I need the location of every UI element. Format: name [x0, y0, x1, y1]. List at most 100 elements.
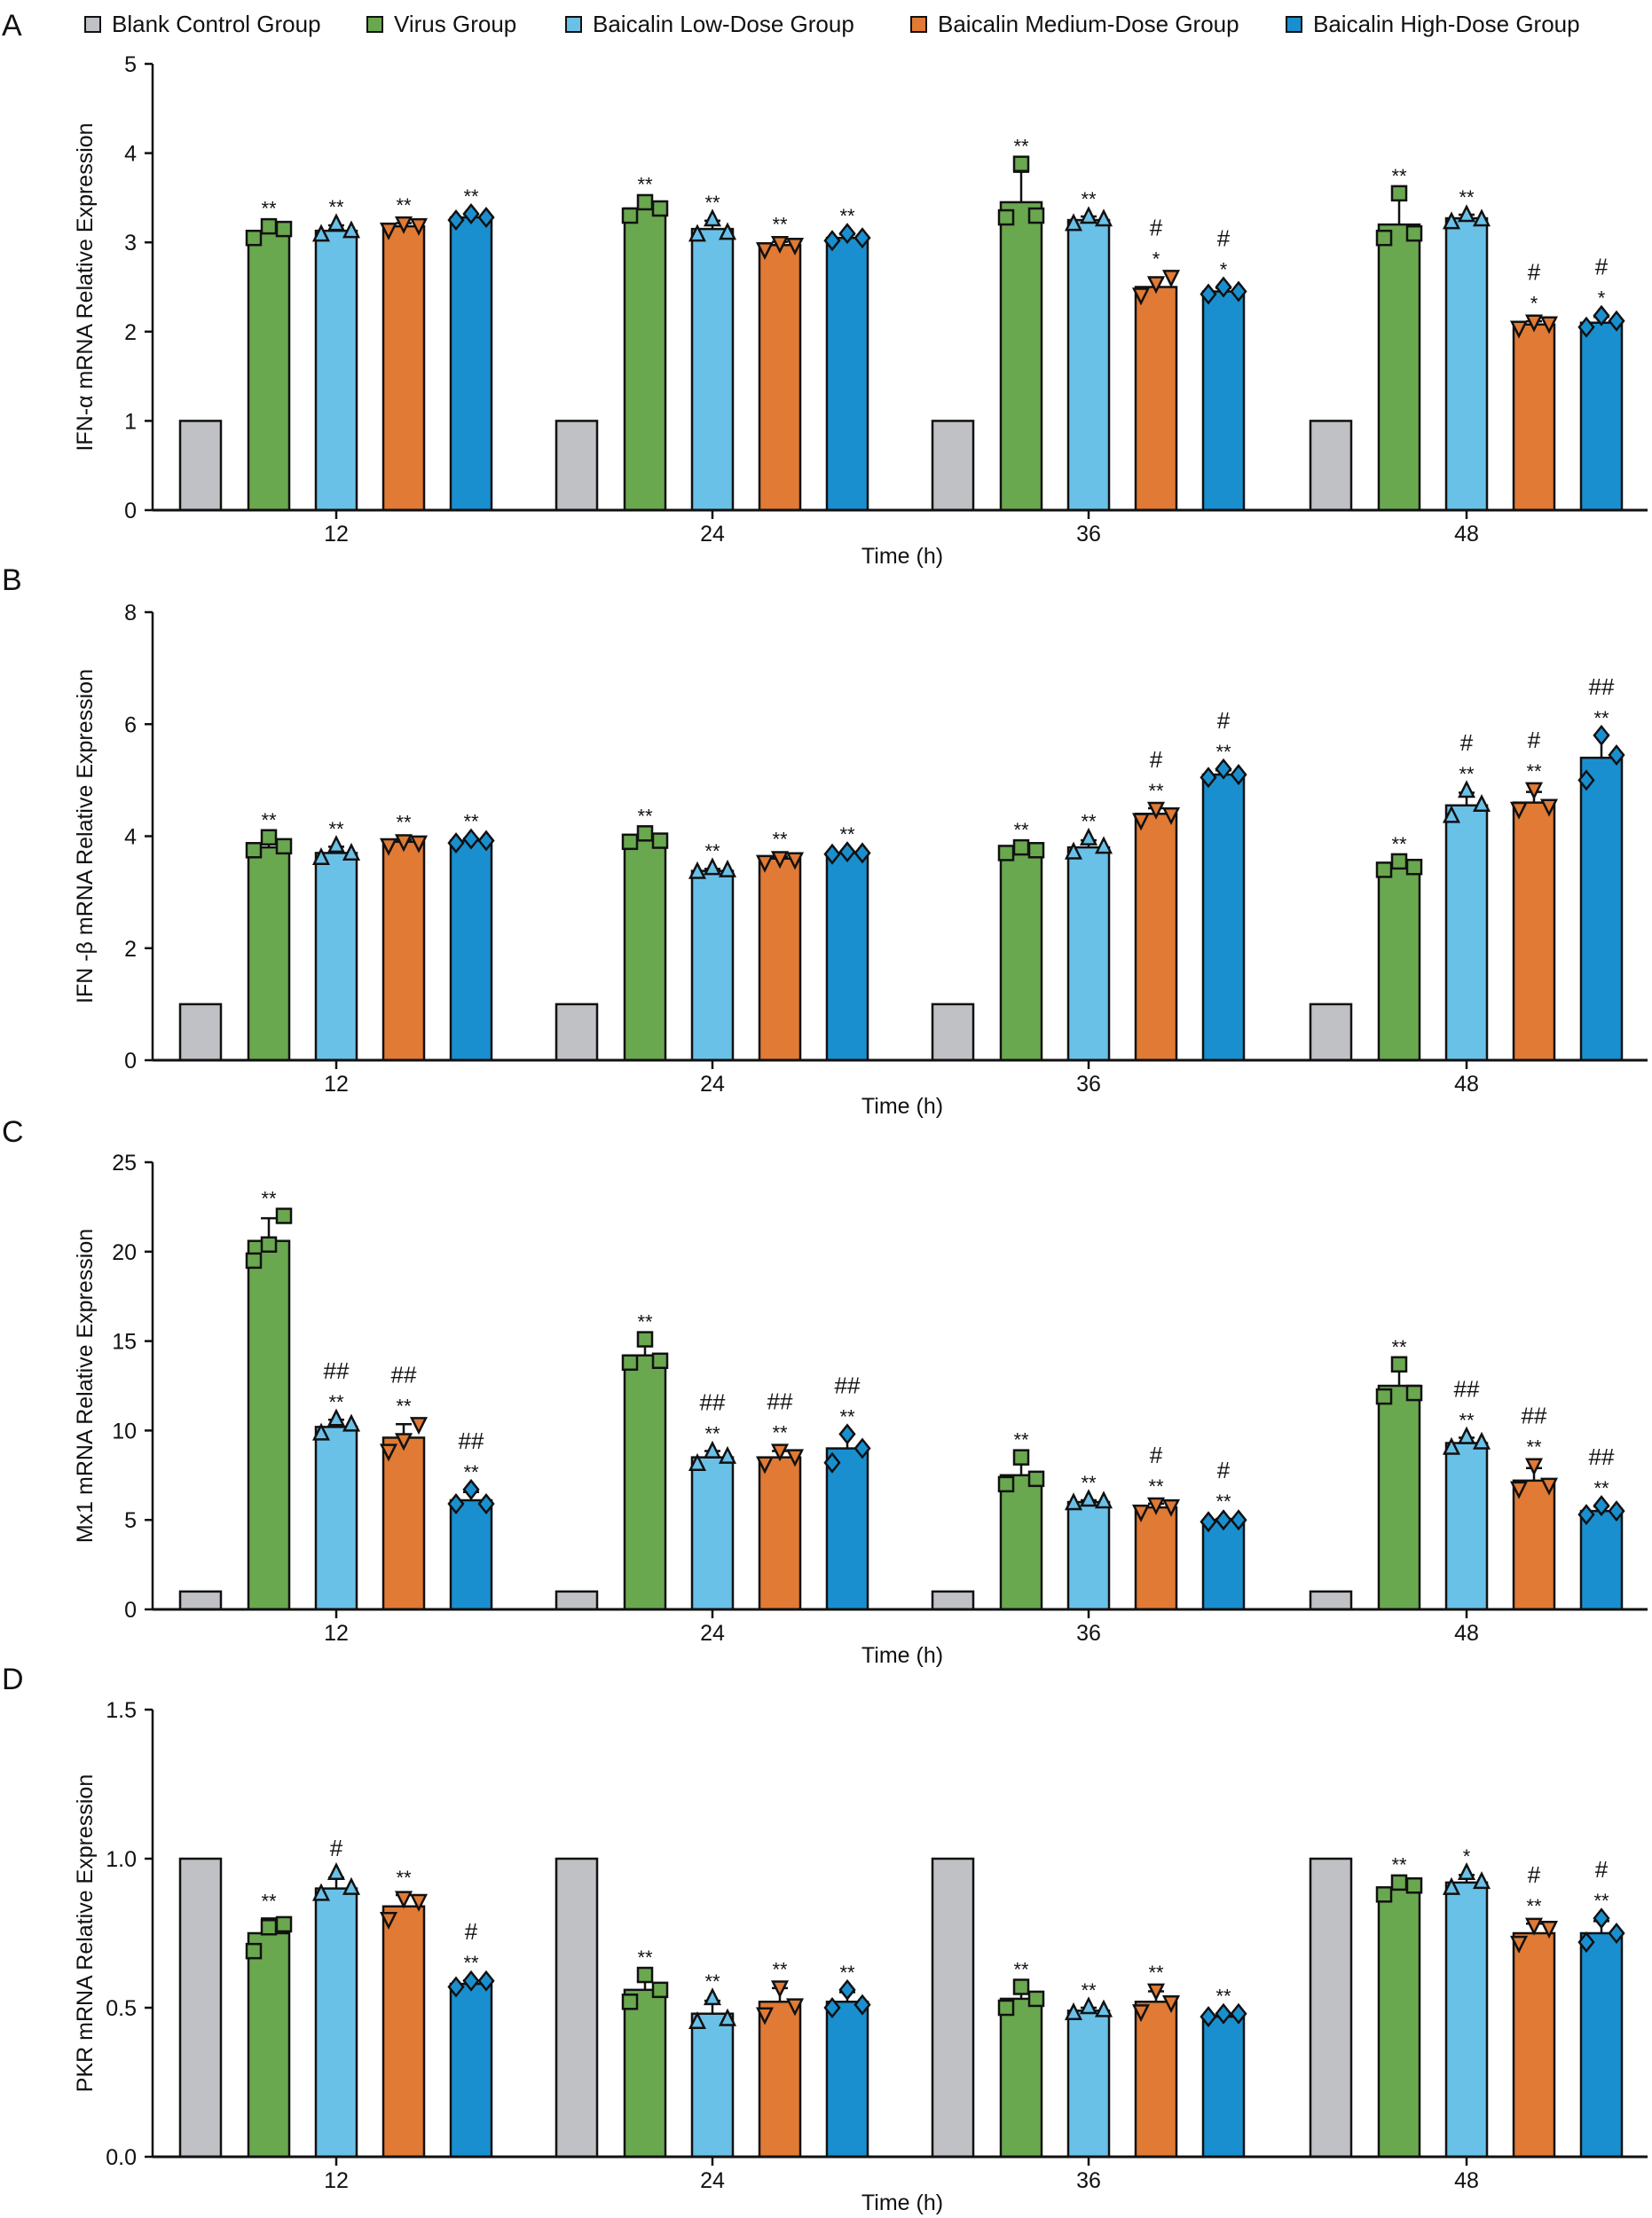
- bar-group-item: **: [621, 805, 669, 1062]
- bar: [931, 1590, 975, 1611]
- bar: [623, 838, 667, 1062]
- bar: [1066, 846, 1111, 1062]
- legend-swatch: [1286, 16, 1302, 33]
- bar-group-item: **: [1064, 1979, 1113, 2159]
- bar-group-item: [931, 420, 975, 512]
- bar: [999, 1997, 1043, 2159]
- data-point-square: [1027, 1990, 1045, 2008]
- bar-group-item: [178, 1590, 223, 1611]
- data-point-diamond: [1215, 2002, 1232, 2025]
- data-point-diamond: [1608, 1500, 1625, 1522]
- significance-hash: #: [1595, 254, 1609, 280]
- data-point-triangle-up: [1457, 1862, 1476, 1881]
- data-point-triangle-down: [1539, 316, 1559, 334]
- significance-hash: ##: [835, 1372, 861, 1398]
- significance-star: **: [396, 812, 412, 834]
- data-point-triangle-up: [703, 857, 722, 876]
- data-point-diamond: [854, 227, 871, 249]
- x-tick-label: 36: [1076, 522, 1101, 547]
- bar: [1201, 290, 1246, 512]
- significance-star: **: [1593, 1890, 1609, 1912]
- bar-group-item: [1309, 1857, 1353, 2159]
- bar: [1444, 216, 1489, 512]
- data-point-triangle-down: [379, 222, 398, 240]
- data-point-triangle-up: [342, 1876, 361, 1895]
- data-point-triangle-up: [342, 842, 361, 861]
- bar: [178, 420, 223, 512]
- data-point-square: [997, 845, 1015, 861]
- bar-group-item: **: [621, 173, 669, 512]
- bar-group-item: **: [688, 1970, 737, 2159]
- data-point-triangle-up: [703, 208, 722, 227]
- bar-group-item: *#: [1577, 254, 1625, 512]
- significance-star: **: [1459, 186, 1475, 208]
- bar-group-item: ** #: [1131, 1442, 1181, 1611]
- legend-item: Baicalin Medium-Dose Group: [910, 11, 1239, 37]
- bar: [1134, 2001, 1178, 2159]
- y-axis-label: IFN-α mRNA Relative Expression: [73, 122, 98, 451]
- bar-group-item: [178, 1003, 223, 1062]
- bar-group-item: **: [755, 1958, 805, 2159]
- significance-hash: #: [1217, 707, 1231, 734]
- data-point-triangle-up: [688, 861, 707, 879]
- data-point-triangle-up: [1472, 793, 1491, 813]
- data-point-triangle-down: [409, 1893, 429, 1912]
- bar-group-item: ** ##: [823, 1372, 871, 1611]
- data-point-triangle-down: [394, 216, 413, 234]
- data-point-triangle-up: [718, 222, 737, 240]
- bar: [1444, 804, 1489, 1062]
- significance-star: *: [1530, 293, 1538, 315]
- significance-star: **: [772, 1958, 788, 1980]
- bar-group-item: [178, 420, 223, 512]
- panel-C: C 0 5 10 15 20 25 Mx1 mRNA Relative Expression *…: [2, 1115, 1648, 1668]
- significance-star: **: [704, 840, 720, 862]
- significance-star: **: [1081, 811, 1097, 833]
- significance-star: **: [1526, 1436, 1542, 1459]
- data-point-triangle-up: [688, 224, 707, 242]
- y-tick-label: 20: [112, 1240, 137, 1265]
- bar-group-item: [931, 1590, 975, 1611]
- legend-item: Baicalin High-Dose Group: [1286, 11, 1580, 37]
- data-point-triangle-down: [1539, 798, 1559, 817]
- bar: [314, 852, 358, 1062]
- data-point-triangle-up: [1079, 1996, 1098, 2015]
- data-point-triangle-down: [1161, 1995, 1181, 2014]
- data-point-square: [636, 825, 654, 842]
- significance-hash: #: [330, 1835, 343, 1861]
- panel-letter: B: [2, 563, 22, 597]
- x-tick-label: 24: [700, 2168, 725, 2193]
- data-point-triangle-up: [311, 846, 331, 865]
- data-point-square: [260, 829, 278, 846]
- y-tick-label: 6: [124, 712, 137, 737]
- bar-group-item: ** ##: [311, 1357, 361, 1611]
- data-point-triangle-down: [1524, 314, 1544, 333]
- bar: [1579, 1931, 1624, 2159]
- data-point-triangle-up: [326, 1408, 346, 1427]
- data-point-triangle-up: [718, 2008, 737, 2026]
- y-axis-label: PKR mRNA Relative Expression: [73, 1774, 98, 2092]
- data-point-square: [621, 1354, 639, 1372]
- data-point-diamond: [823, 230, 841, 252]
- bar-group-item: **: [688, 840, 737, 1062]
- significance-star: **: [1391, 833, 1407, 855]
- bar: [1201, 2015, 1246, 2159]
- bar-group-item: **: [245, 1890, 293, 2159]
- data-point-triangle-up: [1472, 1431, 1491, 1450]
- data-point-square: [245, 842, 263, 859]
- data-point-triangle-down: [1161, 807, 1181, 826]
- panel-D: D 0.0 0.5 1.0 1.5 PKR mRNA Relative Expressio…: [2, 1663, 1648, 2215]
- y-tick-label: 5: [124, 52, 137, 77]
- significance-star: **: [261, 197, 277, 219]
- data-point-square: [260, 1919, 278, 1936]
- bar-group-item: **: [447, 810, 495, 1062]
- bar: [449, 1982, 493, 2159]
- y-tick-label: 10: [112, 1419, 137, 1443]
- data-point-diamond: [854, 1437, 871, 1459]
- significance-star: **: [772, 828, 788, 850]
- bar-group-item: **: [379, 812, 429, 1062]
- data-point-square: [1390, 853, 1408, 870]
- data-point-square: [1027, 207, 1045, 224]
- data-point-triangle-up: [1079, 1489, 1098, 1507]
- data-point-diamond: [1577, 1504, 1595, 1526]
- data-point-square: [1027, 1470, 1045, 1488]
